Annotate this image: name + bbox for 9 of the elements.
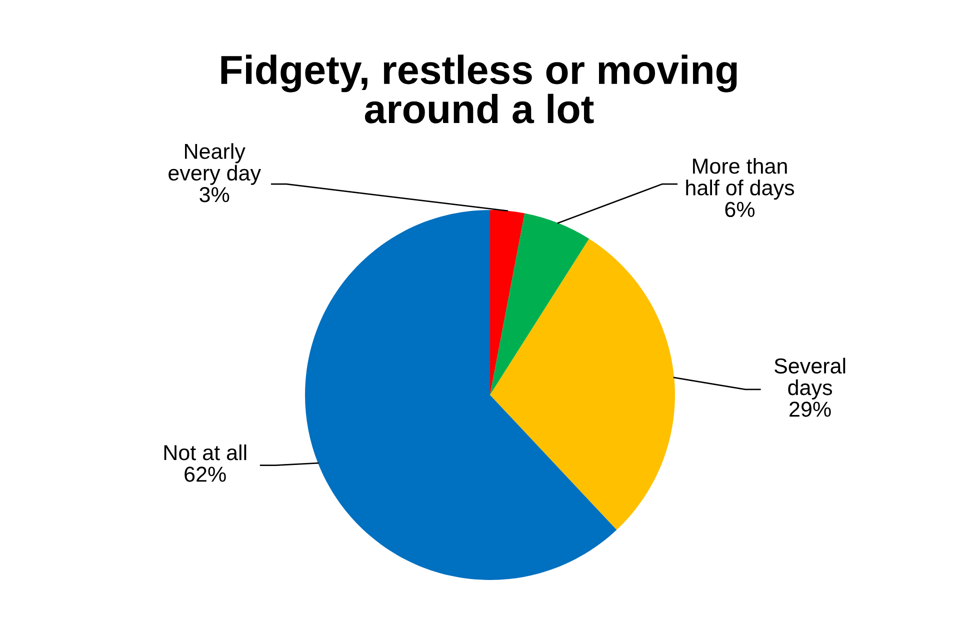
slice-label: More than half of days bbox=[686, 158, 794, 200]
data-label: 62% bbox=[184, 466, 226, 482]
chart-title: Fidgety, restless or moving around a lot bbox=[221, 54, 737, 124]
data-label: 29% bbox=[790, 402, 831, 417]
slice-label: Nearly every day bbox=[168, 143, 261, 185]
slice-label: Several days bbox=[774, 358, 846, 400]
data-label: 3% bbox=[200, 187, 230, 202]
data-label: 6% bbox=[725, 202, 755, 218]
slice-label: Not at all bbox=[164, 444, 246, 460]
